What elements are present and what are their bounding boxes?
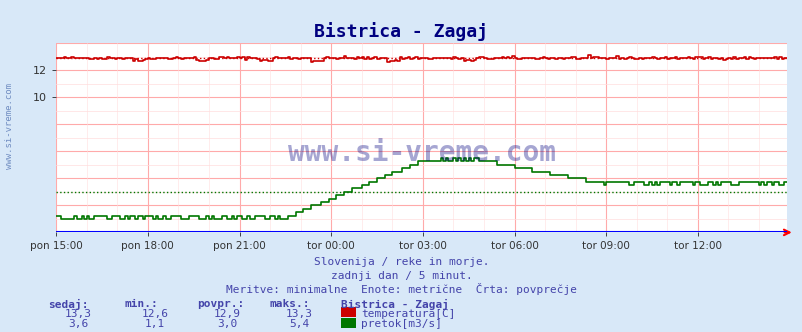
Text: Bistrica - Zagaj: Bistrica - Zagaj [341,299,448,310]
Text: maks.:: maks.: [269,299,309,309]
Text: 12,9: 12,9 [213,309,241,319]
Text: min.:: min.: [124,299,158,309]
Text: povpr.:: povpr.: [196,299,244,309]
Text: Slovenija / reke in morje.: Slovenija / reke in morje. [314,257,488,267]
Text: www.si-vreme.com: www.si-vreme.com [5,83,14,169]
Text: 3,0: 3,0 [217,319,237,329]
Text: 12,6: 12,6 [141,309,168,319]
Text: Meritve: minimalne  Enote: metrične  Črta: povprečje: Meritve: minimalne Enote: metrične Črta:… [225,283,577,295]
Text: www.si-vreme.com: www.si-vreme.com [287,139,555,167]
Text: 3,6: 3,6 [68,319,89,329]
Text: pretok[m3/s]: pretok[m3/s] [361,319,442,329]
Text: Bistrica - Zagaj: Bistrica - Zagaj [314,22,488,41]
Text: sedaj:: sedaj: [48,299,88,310]
Text: 1,1: 1,1 [144,319,165,329]
Text: 13,3: 13,3 [65,309,92,319]
Text: 13,3: 13,3 [286,309,313,319]
Text: zadnji dan / 5 minut.: zadnji dan / 5 minut. [330,271,472,281]
Text: temperatura[C]: temperatura[C] [361,309,456,319]
Text: 5,4: 5,4 [289,319,310,329]
